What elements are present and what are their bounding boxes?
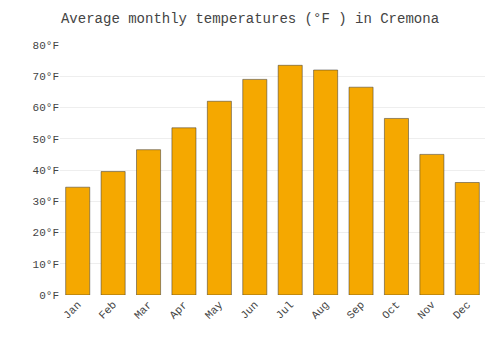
svg-text:20°F: 20°F: [33, 227, 59, 239]
svg-text:Sep: Sep: [345, 299, 367, 321]
svg-text:Dec: Dec: [451, 299, 473, 321]
svg-text:70°F: 70°F: [33, 71, 59, 83]
svg-text:Mar: Mar: [132, 299, 154, 321]
svg-text:Jul: Jul: [274, 299, 296, 321]
svg-text:80°F: 80°F: [33, 40, 59, 52]
svg-text:Nov: Nov: [415, 299, 438, 322]
svg-text:Apr: Apr: [167, 299, 189, 321]
svg-text:Jun: Jun: [238, 299, 260, 321]
svg-text:60°F: 60°F: [33, 102, 59, 114]
svg-text:10°F: 10°F: [33, 259, 59, 271]
svg-text:0°F: 0°F: [39, 290, 59, 302]
svg-text:30°F: 30°F: [33, 196, 59, 208]
svg-text:40°F: 40°F: [33, 165, 59, 177]
svg-text:50°F: 50°F: [33, 134, 59, 146]
svg-text:Aug: Aug: [309, 299, 331, 321]
svg-text:Average monthly temperatures (: Average monthly temperatures (°F ) in Cr…: [61, 11, 439, 27]
svg-text:May: May: [203, 299, 226, 322]
svg-text:Oct: Oct: [380, 299, 402, 321]
svg-text:Jan: Jan: [61, 299, 83, 321]
svg-text:Feb: Feb: [97, 299, 119, 321]
